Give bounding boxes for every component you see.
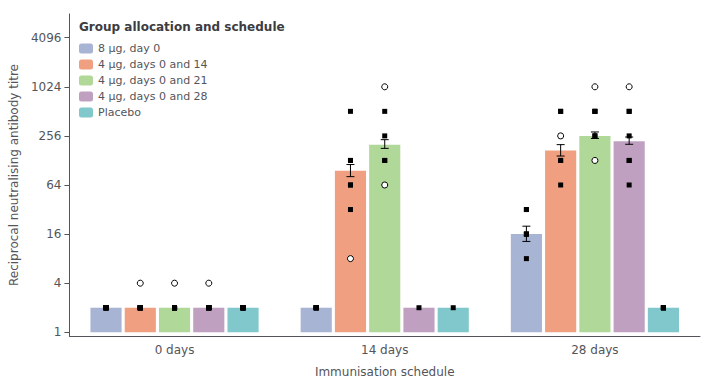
svg-text:14 days: 14 days: [361, 343, 408, 357]
svg-text:16: 16: [46, 227, 61, 241]
svg-text:1024: 1024: [31, 80, 62, 94]
svg-text:0 days: 0 days: [155, 343, 195, 357]
svg-text:1: 1: [54, 325, 62, 339]
svg-text:Immunisation schedule: Immunisation schedule: [315, 365, 455, 379]
svg-text:Placebo: Placebo: [98, 106, 141, 119]
svg-text:4 μg, days 0 and 28: 4 μg, days 0 and 28: [98, 90, 208, 103]
svg-text:Group allocation and schedule: Group allocation and schedule: [79, 20, 285, 34]
svg-text:4 μg, days 0 and 21: 4 μg, days 0 and 21: [98, 74, 208, 87]
svg-text:8 μg, day 0: 8 μg, day 0: [98, 42, 160, 55]
svg-text:Reciprocal neutralising antibo: Reciprocal neutralising antibody titre: [7, 64, 21, 286]
svg-text:4096: 4096: [31, 31, 62, 45]
svg-text:28 days: 28 days: [571, 343, 618, 357]
svg-text:256: 256: [39, 129, 62, 143]
svg-text:4 μg, days 0 and 14: 4 μg, days 0 and 14: [98, 58, 208, 71]
svg-text:64: 64: [46, 178, 61, 192]
svg-text:4: 4: [54, 276, 62, 290]
